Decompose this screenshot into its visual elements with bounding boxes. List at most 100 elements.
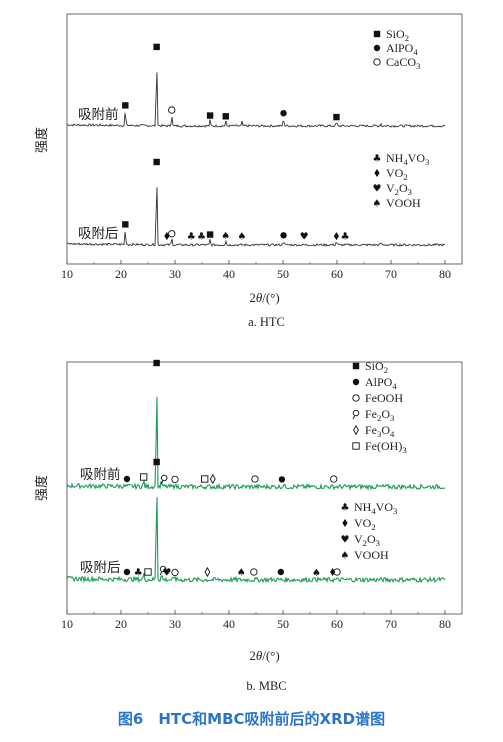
legend-marker: [352, 378, 360, 386]
x-tick-label: 30: [169, 617, 181, 631]
legend-marker: [373, 44, 381, 52]
x-tick-label: 30: [169, 267, 181, 281]
peak-marker: [209, 473, 216, 485]
peak-marker: [144, 568, 152, 576]
peak-marker: [277, 568, 285, 576]
peak-marker: [153, 43, 160, 51]
series-name: 吸附前: [80, 466, 121, 483]
peak-marker: [333, 113, 340, 121]
series-before: 吸附前: [66, 359, 446, 491]
x-tick-label: 10: [61, 617, 73, 631]
x-tick-label: 60: [331, 267, 343, 281]
peak-marker: [140, 473, 148, 481]
peak-marker: [153, 359, 160, 367]
x-tick-label: 70: [385, 267, 397, 281]
peak-marker: [204, 566, 211, 578]
peak-marker: [333, 232, 340, 241]
plot-frame: [66, 13, 463, 265]
peak-marker: [280, 110, 287, 117]
y-axis-label: 强度: [34, 127, 50, 153]
peak-marker: [206, 112, 214, 119]
legend-marker: [352, 442, 360, 450]
legend-marker: ♣: [373, 154, 382, 165]
peak-marker: ♣: [134, 568, 143, 579]
x-axis: 10 20 30 40 50 60 70 80: [61, 610, 451, 631]
legend-entry: NH4VO3: [386, 151, 429, 167]
legend-entry: V2O3: [354, 532, 380, 548]
legend-entry: Fe3O4: [365, 423, 395, 439]
series-trace: [66, 187, 446, 247]
panel-label: a. HTC: [248, 315, 285, 329]
legend-marker: [374, 169, 380, 177]
legend-entry: NH4VO3: [354, 500, 397, 516]
legend-entry: VOOH: [386, 196, 421, 210]
legend-entry: AlPO4: [386, 41, 418, 57]
peak-marker: [333, 568, 341, 576]
peak-marker: [153, 158, 160, 166]
peak-marker: [122, 221, 129, 228]
series-after: 吸附后 ♣ ♣ ♠ ♠ ♥ ♣: [66, 158, 446, 247]
peak-marker: [206, 231, 214, 238]
legend-marker: [352, 409, 360, 420]
legend-entry: CaCO3: [386, 55, 420, 71]
peak-marker: [159, 565, 167, 576]
legend-marker: ♥: [341, 535, 350, 546]
legend-entry: VO2: [354, 516, 376, 532]
peak-marker: ♠: [237, 568, 246, 579]
peak-marker: ♥: [300, 232, 309, 243]
panel-label: b. MBC: [246, 679, 286, 693]
series-before: 吸附前: [66, 43, 446, 128]
series-name: 吸附前: [78, 106, 119, 123]
legend-entry: FeOOH: [365, 391, 403, 405]
peak-marker: [160, 474, 168, 485]
x-tick-label: 40: [223, 617, 235, 631]
peak-marker: [280, 232, 287, 239]
peak-marker: ♠: [221, 231, 230, 242]
x-tick-label: 80: [439, 267, 451, 281]
peak-marker: [251, 475, 259, 483]
legend-marker: ♣: [341, 503, 350, 514]
x-tick-label: 20: [115, 617, 127, 631]
peak-marker: [171, 568, 179, 577]
legend-entry: VO2: [386, 166, 408, 182]
peak-marker: ♠: [237, 232, 246, 243]
legend-entry: SiO2: [365, 359, 388, 375]
peak-marker: [168, 230, 176, 238]
plot-frame: [66, 361, 463, 615]
x-tick-label: 50: [277, 617, 289, 631]
legend-entry: SiO2: [386, 27, 409, 43]
x-tick-label: 10: [61, 267, 73, 281]
series-name: 吸附后: [80, 560, 121, 576]
peak-marker: [201, 475, 209, 483]
x-tick-label: 20: [115, 267, 127, 281]
series-name: 吸附后: [78, 226, 119, 242]
x-tick-label: 50: [277, 267, 289, 281]
series-after: 吸附后 ♣ ♥ ♠ ♠: [66, 458, 446, 584]
x-tick-label: 80: [439, 617, 451, 631]
peak-marker: [250, 568, 258, 576]
peak-marker: ♥: [162, 568, 171, 579]
series-trace: [66, 396, 446, 491]
x-tick-label: 70: [385, 617, 397, 631]
legend-entry: VOOH: [354, 548, 389, 562]
legend-entry: V2O3: [386, 181, 412, 197]
peak-marker: [123, 475, 131, 483]
peak-marker: [278, 476, 286, 483]
peak-marker: ♣: [197, 232, 206, 243]
peak-marker: [222, 113, 229, 120]
peak-marker: [330, 475, 338, 483]
legend-entry: Fe(OH)3: [365, 439, 407, 455]
x-tick-label: 40: [223, 267, 235, 281]
peak-marker: [171, 475, 179, 484]
figure-caption: 图6 HTC和MBC吸附前后的XRD谱图: [117, 710, 386, 728]
peak-marker: [330, 568, 336, 576]
legend-marker: [352, 362, 360, 370]
legend-marker: [352, 394, 360, 402]
peak-marker: [153, 458, 160, 466]
